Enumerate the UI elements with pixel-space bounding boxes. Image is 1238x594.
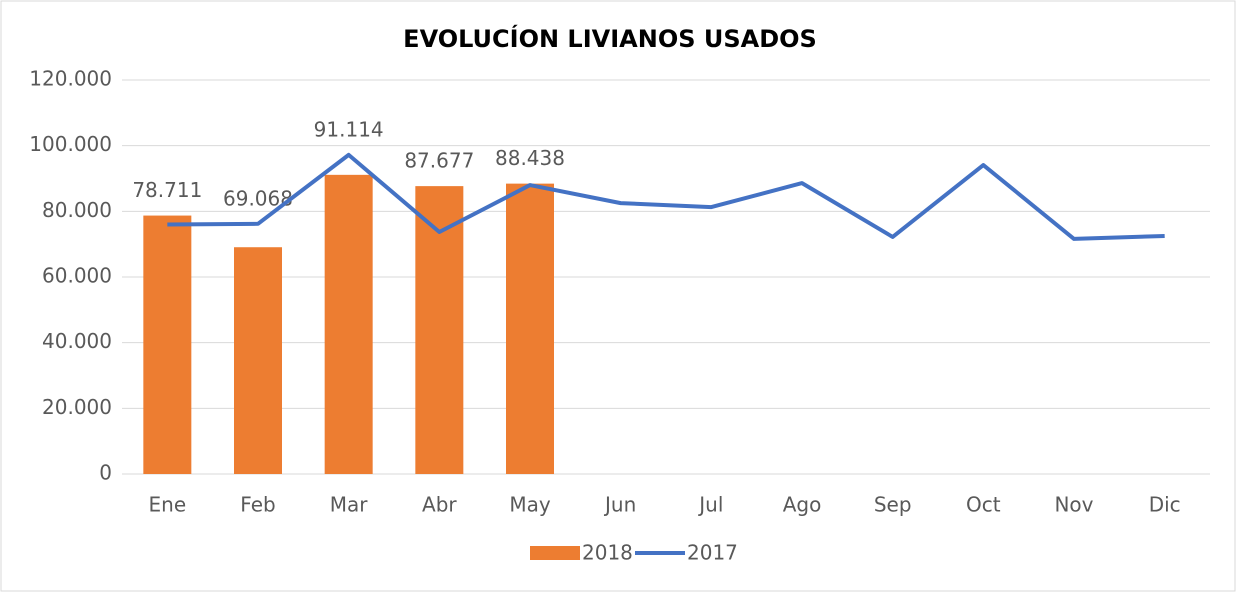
x-tick-label: Abr [422,493,457,517]
y-tick-label: 40.000 [42,329,112,353]
x-tick-label: Ene [149,493,187,517]
data-label: 78.711 [132,178,202,202]
x-tick-label: Dic [1149,493,1181,517]
legend-label: 2017 [687,541,738,565]
y-tick-label: 0 [99,461,112,485]
data-label: 91.114 [314,117,384,141]
x-tick-label: Ago [783,493,822,517]
x-tick-label: Nov [1054,493,1093,517]
x-tick-label: Jun [603,493,636,517]
x-tick-label: May [509,493,551,517]
x-tick-label: Feb [240,493,275,517]
x-tick-label: Jul [697,493,723,517]
legend-label: 2018 [582,541,633,565]
x-tick-label: Mar [330,493,369,517]
bar [143,215,192,474]
y-tick-label: 20.000 [42,395,112,419]
bar [324,174,373,475]
line [167,152,1165,241]
bar [506,183,554,474]
data-label: 88.438 [495,146,565,170]
x-tick-label: Sep [874,493,912,517]
y-tick-label: 120.000 [29,67,112,91]
y-tick-label: 80.000 [42,198,112,222]
chart-title: EVOLUCÍON LIVIANOS USADOS [403,24,817,53]
x-tick-label: Oct [966,493,1001,517]
bar [234,247,282,474]
y-tick-label: 60.000 [42,264,112,288]
bar [415,186,464,474]
legend-swatch [530,546,580,560]
y-tick-label: 100.000 [29,132,112,156]
data-label: 87.677 [404,149,474,173]
